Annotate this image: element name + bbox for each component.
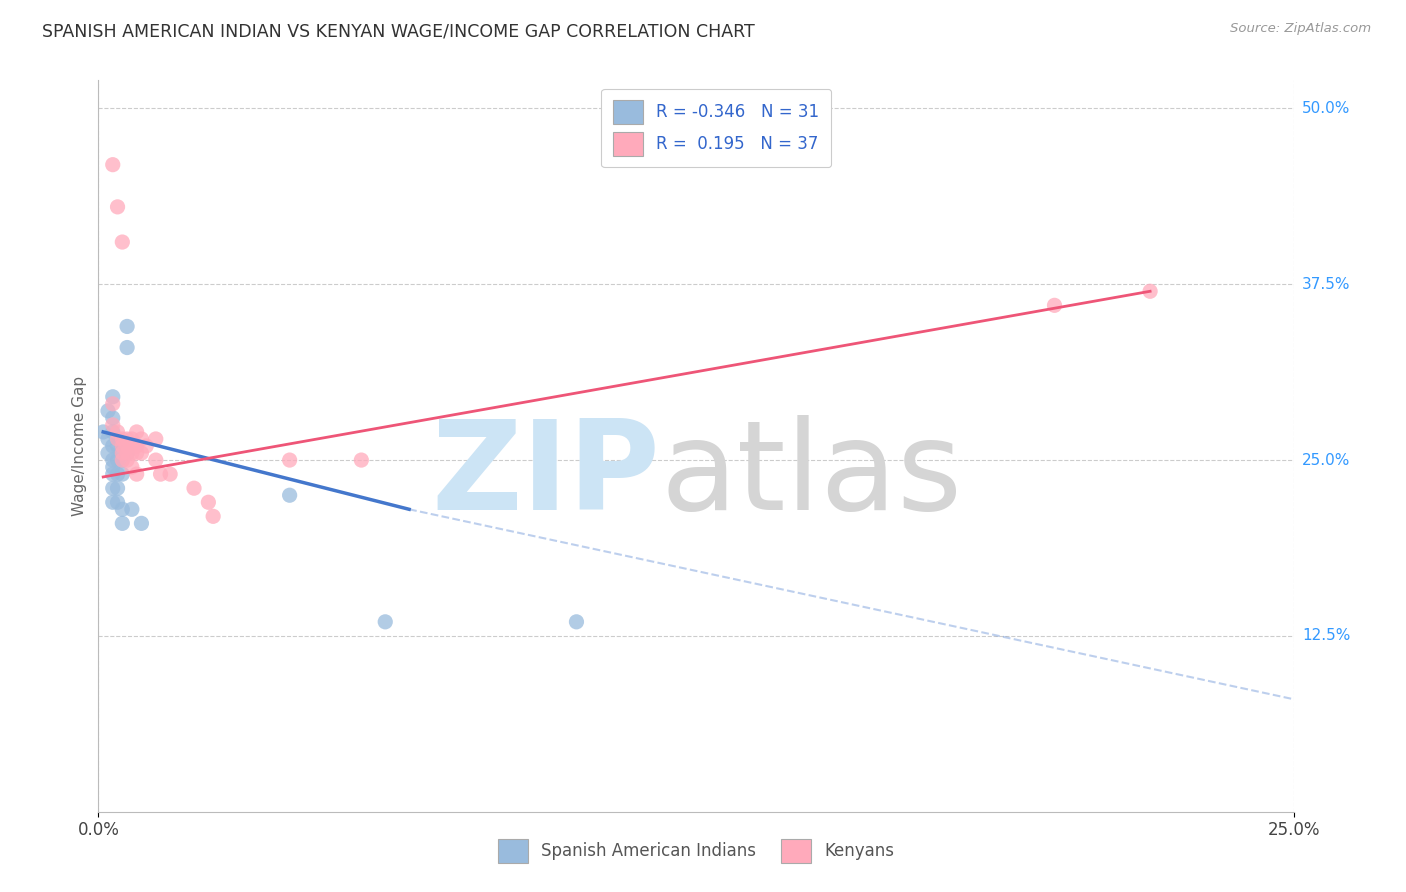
- Point: [131, 516, 153, 531]
- Point: [111, 467, 134, 482]
- Point: [115, 439, 138, 453]
- Point: [115, 341, 138, 355]
- Point: [183, 481, 205, 495]
- Point: [101, 390, 124, 404]
- Text: 50.0%: 50.0%: [1302, 101, 1350, 116]
- Point: [135, 439, 157, 453]
- Point: [121, 460, 143, 475]
- Point: [107, 481, 129, 495]
- Point: [1139, 285, 1161, 299]
- Point: [107, 453, 129, 467]
- Point: [121, 446, 143, 460]
- Point: [131, 446, 153, 460]
- Point: [350, 453, 373, 467]
- Point: [97, 446, 120, 460]
- Text: ZIP: ZIP: [432, 415, 661, 536]
- Point: [107, 495, 129, 509]
- Point: [101, 397, 124, 411]
- Point: [107, 439, 129, 453]
- Text: Source: ZipAtlas.com: Source: ZipAtlas.com: [1230, 22, 1371, 36]
- Point: [91, 425, 114, 439]
- Point: [115, 319, 138, 334]
- Point: [278, 453, 301, 467]
- Point: [101, 481, 124, 495]
- Point: [97, 404, 120, 418]
- Point: [278, 488, 301, 502]
- Y-axis label: Wage/Income Gap: Wage/Income Gap: [72, 376, 87, 516]
- Point: [101, 158, 124, 172]
- Point: [145, 432, 167, 446]
- Point: [1043, 298, 1066, 312]
- Point: [111, 502, 134, 516]
- Text: 25.0%: 25.0%: [1302, 452, 1350, 467]
- Point: [145, 453, 167, 467]
- Text: SPANISH AMERICAN INDIAN VS KENYAN WAGE/INCOME GAP CORRELATION CHART: SPANISH AMERICAN INDIAN VS KENYAN WAGE/I…: [42, 22, 755, 40]
- Point: [125, 467, 148, 482]
- Point: [115, 432, 138, 446]
- Point: [111, 439, 134, 453]
- Point: [107, 425, 129, 439]
- Point: [565, 615, 588, 629]
- Point: [121, 502, 143, 516]
- Point: [107, 467, 129, 482]
- Text: atlas: atlas: [661, 415, 962, 536]
- Point: [111, 453, 134, 467]
- Point: [159, 467, 181, 482]
- Point: [101, 467, 124, 482]
- Point: [374, 615, 396, 629]
- Point: [125, 425, 148, 439]
- Point: [101, 495, 124, 509]
- Point: [121, 432, 143, 446]
- Text: 37.5%: 37.5%: [1302, 277, 1350, 292]
- Point: [115, 446, 138, 460]
- Point: [111, 235, 134, 249]
- Point: [101, 453, 124, 467]
- Point: [197, 495, 219, 509]
- Point: [107, 200, 129, 214]
- Point: [111, 453, 134, 467]
- Legend: Spanish American Indians, Kenyans: Spanish American Indians, Kenyans: [491, 832, 901, 869]
- Point: [131, 432, 153, 446]
- Text: 12.5%: 12.5%: [1302, 628, 1350, 643]
- Point: [125, 439, 148, 453]
- Point: [121, 439, 143, 453]
- Point: [101, 439, 124, 453]
- Point: [107, 432, 129, 446]
- Point: [101, 410, 124, 425]
- Point: [111, 439, 134, 453]
- Point: [101, 417, 124, 432]
- Point: [125, 446, 148, 460]
- Point: [111, 432, 134, 446]
- Point: [149, 467, 172, 482]
- Point: [101, 460, 124, 475]
- Point: [115, 446, 138, 460]
- Point: [115, 453, 138, 467]
- Point: [111, 446, 134, 460]
- Point: [97, 432, 120, 446]
- Point: [111, 516, 134, 531]
- Point: [101, 425, 124, 439]
- Point: [202, 509, 225, 524]
